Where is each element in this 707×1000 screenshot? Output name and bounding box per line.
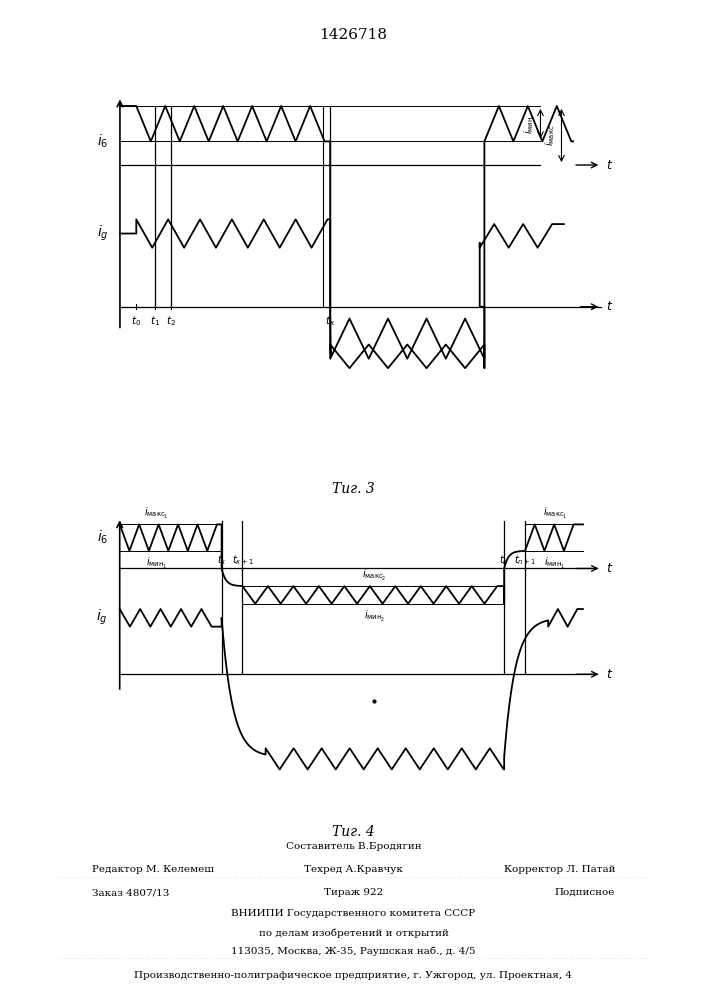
Text: $t_0$: $t_0$ (132, 314, 141, 328)
Text: Составитель В.Бродягин: Составитель В.Бродягин (286, 842, 421, 851)
Text: $t_n$: $t_n$ (499, 553, 509, 567)
Text: $t_\kappa$: $t_\kappa$ (325, 314, 335, 328)
Text: $i_{\rm мин.}$: $i_{\rm мин.}$ (522, 114, 536, 134)
Text: Заказ 4807/13: Заказ 4807/13 (92, 888, 169, 897)
Text: $i_{\rm макс_1}$: $i_{\rm макс_1}$ (543, 506, 568, 521)
Text: $t_{\kappa+1}$: $t_{\kappa+1}$ (231, 553, 253, 567)
Text: $t$: $t$ (606, 562, 614, 575)
Text: Производственно-полиграфическое предприятие, г. Ужгород, ул. Проектная, 4: Производственно-полиграфическое предприя… (134, 971, 573, 980)
Text: Подписное: Подписное (555, 888, 615, 897)
Text: $i_6$: $i_6$ (97, 529, 108, 546)
Text: $t_{n+1}$: $t_{n+1}$ (514, 553, 536, 567)
Text: $i_{\rm макс_2}$: $i_{\rm макс_2}$ (362, 568, 387, 583)
Text: $i_g$: $i_g$ (96, 608, 108, 627)
Text: Τиг. 3: Τиг. 3 (332, 482, 375, 496)
Text: $i_{\rm макс}$: $i_{\rm макс}$ (543, 125, 557, 146)
Text: Редактор М. Келемеш: Редактор М. Келемеш (92, 865, 214, 874)
Text: $i_{\rm макс_1}$: $i_{\rm макс_1}$ (144, 506, 169, 521)
Text: Тираж 922: Тираж 922 (324, 888, 383, 897)
Text: 113035, Москва, Ж-35, Раушская наб., д. 4/5: 113035, Москва, Ж-35, Раушская наб., д. … (231, 947, 476, 956)
Text: Техред А.Кравчук: Техред А.Кравчук (304, 865, 403, 874)
Text: 1426718: 1426718 (320, 28, 387, 42)
Text: $i_{\rm мин_1}$: $i_{\rm мин_1}$ (544, 556, 566, 571)
Text: $t_\kappa$: $t_\kappa$ (217, 553, 226, 567)
Text: $i_{\rm мин_1}$: $i_{\rm мин_1}$ (146, 556, 168, 571)
Text: Τиг. 4: Τиг. 4 (332, 825, 375, 839)
Text: $t$: $t$ (606, 159, 613, 172)
Text: $i_g$: $i_g$ (97, 224, 108, 243)
Text: по делам изобретений и открытий: по делам изобретений и открытий (259, 928, 448, 938)
Text: Корректор Л. Патай: Корректор Л. Патай (503, 865, 615, 874)
Text: $t$: $t$ (606, 300, 613, 313)
Text: $i_6$: $i_6$ (97, 133, 108, 150)
Text: $i_{\rm мин_2}$: $i_{\rm мин_2}$ (364, 609, 385, 624)
Text: ВНИИПИ Государственного комитета СССР: ВНИИПИ Государственного комитета СССР (231, 909, 476, 918)
Text: $t$: $t$ (606, 668, 614, 681)
Text: $t_1$: $t_1$ (150, 314, 160, 328)
Text: $t_2$: $t_2$ (166, 314, 176, 328)
